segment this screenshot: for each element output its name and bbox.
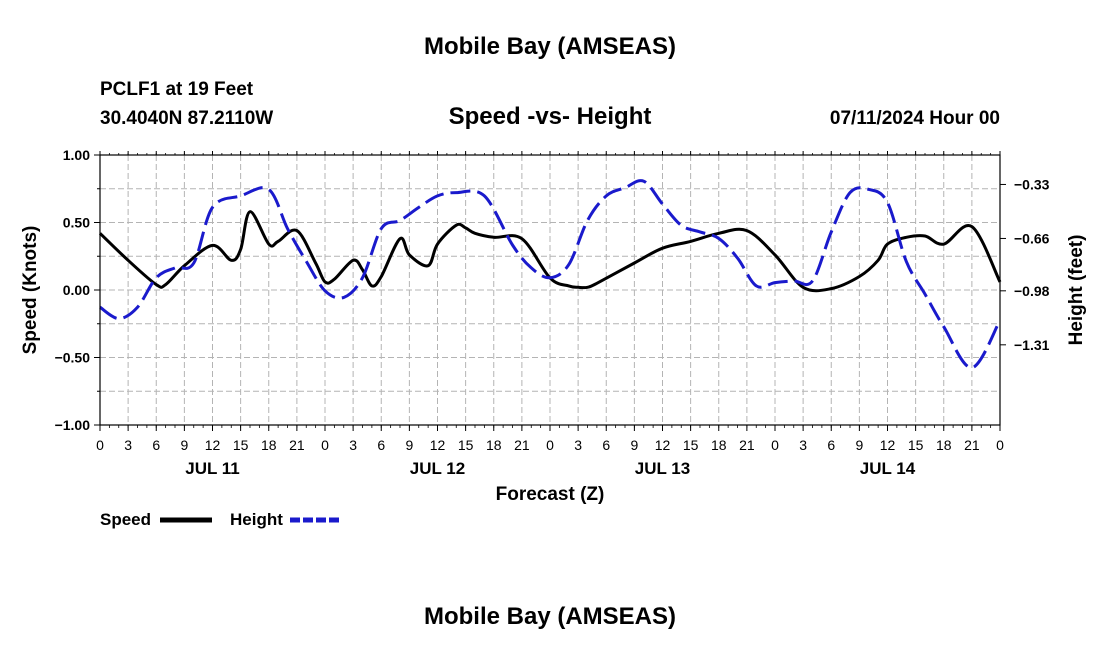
x-axis-title: Forecast (Z) — [496, 484, 605, 505]
x-tick-label: 12 — [655, 437, 671, 453]
x-tick-label: 21 — [289, 437, 305, 453]
x-day-label: JUL 12 — [410, 459, 465, 478]
y-left-tick-label: 0.50 — [63, 215, 90, 231]
y-right-tick-label: −0.98 — [1014, 283, 1050, 299]
x-tick-label: 3 — [574, 437, 582, 453]
y-left-tick-label: 0.00 — [63, 282, 90, 298]
x-tick-label: 12 — [205, 437, 221, 453]
x-tick-label: 21 — [739, 437, 755, 453]
x-tick-label: 3 — [349, 437, 357, 453]
y-left-tick-label: −1.00 — [55, 417, 91, 433]
series-line-height — [99, 179, 1002, 370]
station-coordinates: 30.4040N 87.2110W — [100, 108, 273, 129]
y-right-tick-label: −0.66 — [1014, 230, 1050, 246]
x-tick-label: 3 — [124, 437, 132, 453]
x-tick-label: 15 — [233, 437, 249, 453]
right-axis-title: Height (feet) — [1066, 235, 1087, 346]
legend-height-label: Height — [230, 510, 283, 529]
grid — [100, 155, 1000, 425]
x-tick-label: 0 — [96, 437, 104, 453]
x-tick-label: 6 — [602, 437, 610, 453]
x-tick-label: 0 — [321, 437, 329, 453]
chart-main-title: Mobile Bay (AMSEAS) — [424, 33, 676, 60]
y-left-tick-label: 1.00 — [63, 147, 90, 163]
x-tick-label: 9 — [855, 437, 863, 453]
y-right-tick-label: −1.31 — [1014, 337, 1050, 353]
x-tick-label: 3 — [799, 437, 807, 453]
x-tick-label: 15 — [908, 437, 924, 453]
axes: 0 3 6 9 12 15 18 21 0 3 6 9 12 15 18 21 0 3 6 9 12 15 18 21 0 3 6 9… — [55, 147, 1050, 478]
x-tick-label: 6 — [827, 437, 835, 453]
series-line-speed — [98, 210, 1002, 293]
x-tick-label: 0 — [996, 437, 1004, 453]
y-left-tick-label: −0.50 — [55, 350, 91, 366]
x-tick-label: 0 — [771, 437, 779, 453]
y-right-tick-label: −0.33 — [1014, 176, 1050, 192]
station-name: PCLF1 at 19 Feet — [100, 79, 254, 100]
x-tick-label: 6 — [377, 437, 385, 453]
x-tick-label: 15 — [683, 437, 699, 453]
x-tick-label: 18 — [936, 437, 952, 453]
x-tick-label: 21 — [964, 437, 980, 453]
x-day-label: JUL 11 — [185, 459, 240, 478]
x-tick-label: 9 — [180, 437, 188, 453]
legend: Speed Height — [100, 510, 342, 529]
x-tick-label: 9 — [630, 437, 638, 453]
x-tick-label: 18 — [486, 437, 502, 453]
x-tick-label: 0 — [546, 437, 554, 453]
x-tick-label: 12 — [880, 437, 896, 453]
forecast-datetime: 07/11/2024 Hour 00 — [830, 108, 1000, 129]
footer-title: Mobile Bay (AMSEAS) — [424, 603, 676, 630]
x-tick-label: 21 — [514, 437, 530, 453]
x-tick-label: 15 — [458, 437, 474, 453]
x-tick-label: 18 — [261, 437, 277, 453]
legend-speed-label: Speed — [100, 510, 151, 529]
x-tick-label: 9 — [405, 437, 413, 453]
x-day-label: JUL 13 — [635, 459, 690, 478]
x-day-label: JUL 14 — [860, 459, 916, 478]
x-tick-label: 18 — [711, 437, 727, 453]
x-tick-label: 6 — [152, 437, 160, 453]
left-axis-title: Speed (Knots) — [20, 226, 41, 355]
chart-subtitle: Speed -vs- Height — [449, 103, 652, 130]
x-tick-label: 12 — [430, 437, 446, 453]
data-series — [98, 179, 1002, 370]
